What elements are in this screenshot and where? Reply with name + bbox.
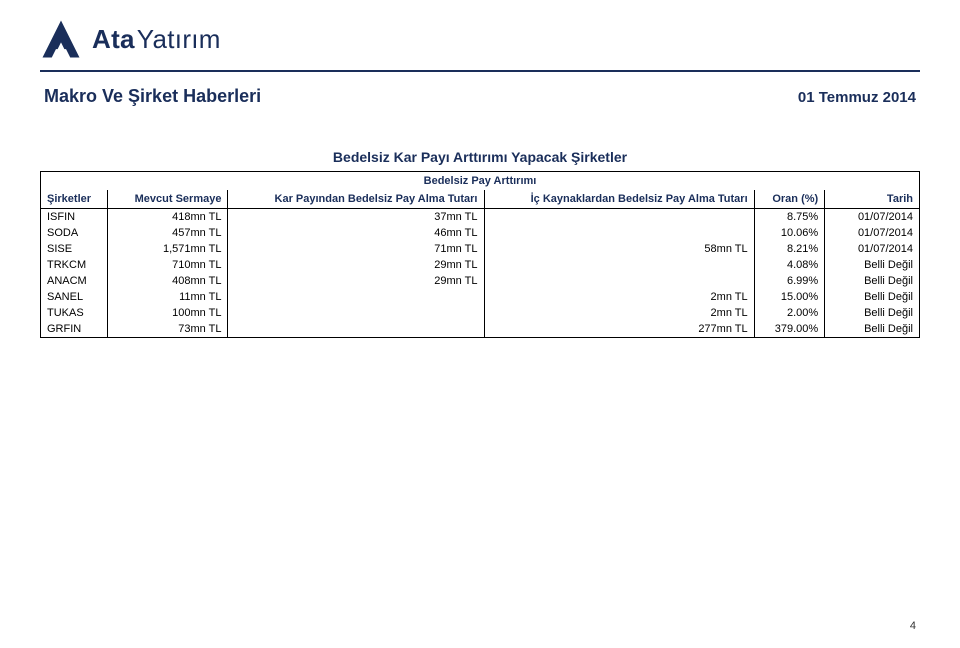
cell-oran: 4.08% xyxy=(754,257,825,273)
cell-sermaye: 1,571mn TL xyxy=(107,241,228,257)
col-header-sermaye: Mevcut Sermaye xyxy=(107,190,228,209)
cell-oran: 8.75% xyxy=(754,209,825,226)
cell-sermaye: 457mn TL xyxy=(107,225,228,241)
table-row: TRKCM710mn TL29mn TL 4.08%Belli Değil xyxy=(41,257,920,273)
cell-tarih: 01/07/2014 xyxy=(825,241,920,257)
table-row: TUKAS100mn TL 2mn TL2.00%Belli Değil xyxy=(41,305,920,321)
cell-kar xyxy=(228,305,484,321)
cell-oran: 2.00% xyxy=(754,305,825,321)
cell-kar: 37mn TL xyxy=(228,209,484,226)
cell-oran: 8.21% xyxy=(754,241,825,257)
cell-oran: 10.06% xyxy=(754,225,825,241)
logo-text: Ata Yatırım xyxy=(92,24,221,55)
logo-row: Ata Yatırım xyxy=(40,18,920,60)
cell-kar: 29mn TL xyxy=(228,273,484,289)
col-header-sirketler: Şirketler xyxy=(41,190,108,209)
col-header-oran: Oran (%) xyxy=(754,190,825,209)
page-date: 01 Temmuz 2014 xyxy=(798,89,916,106)
cell-ic xyxy=(484,257,754,273)
cell-sirketler: GRFIN xyxy=(41,321,108,338)
cell-oran: 379.00% xyxy=(754,321,825,338)
cell-kar xyxy=(228,289,484,305)
table-row: SISE1,571mn TL71mn TL58mn TL8.21%01/07/2… xyxy=(41,241,920,257)
table-row: SANEL11mn TL 2mn TL15.00%Belli Değil xyxy=(41,289,920,305)
cell-sermaye: 710mn TL xyxy=(107,257,228,273)
col-header-kar: Kar Payından Bedelsiz Pay Alma Tutarı xyxy=(228,190,484,209)
cell-sirketler: SISE xyxy=(41,241,108,257)
logo-text-bold: Ata xyxy=(92,24,135,55)
cell-tarih: Belli Değil xyxy=(825,305,920,321)
cell-kar: 46mn TL xyxy=(228,225,484,241)
cell-ic: 277mn TL xyxy=(484,321,754,338)
cell-sirketler: SANEL xyxy=(41,289,108,305)
cell-kar: 71mn TL xyxy=(228,241,484,257)
table-row: ISFIN418mn TL37mn TL 8.75%01/07/2014 xyxy=(41,209,920,226)
cell-sermaye: 11mn TL xyxy=(107,289,228,305)
logo-mark-icon xyxy=(40,18,82,60)
table-row: ANACM408mn TL29mn TL 6.99%Belli Değil xyxy=(41,273,920,289)
cell-oran: 6.99% xyxy=(754,273,825,289)
cell-ic xyxy=(484,225,754,241)
col-header-tarih: Tarih xyxy=(825,190,920,209)
page-title: Makro Ve Şirket Haberleri xyxy=(44,86,261,107)
cell-sirketler: ANACM xyxy=(41,273,108,289)
table-row: SODA457mn TL46mn TL 10.06%01/07/2014 xyxy=(41,225,920,241)
col-header-ic: İç Kaynaklardan Bedelsiz Pay Alma Tutarı xyxy=(484,190,754,209)
super-header-cell: Bedelsiz Pay Arttırımı xyxy=(41,172,920,191)
cell-tarih: Belli Değil xyxy=(825,321,920,338)
page-container: Ata Yatırım Makro Ve Şirket Haberleri 01… xyxy=(0,0,960,648)
cell-sirketler: ISFIN xyxy=(41,209,108,226)
cell-sermaye: 418mn TL xyxy=(107,209,228,226)
cell-ic xyxy=(484,273,754,289)
cell-sermaye: 73mn TL xyxy=(107,321,228,338)
table-header-row: Şirketler Mevcut Sermaye Kar Payından Be… xyxy=(41,190,920,209)
header-rule xyxy=(40,70,920,72)
cell-ic: 58mn TL xyxy=(484,241,754,257)
data-table: Bedelsiz Pay Arttırımı Şirketler Mevcut … xyxy=(40,171,920,338)
page-number: 4 xyxy=(910,620,916,632)
cell-sermaye: 408mn TL xyxy=(107,273,228,289)
cell-oran: 15.00% xyxy=(754,289,825,305)
cell-tarih: Belli Değil xyxy=(825,273,920,289)
logo-text-light: Yatırım xyxy=(137,24,221,55)
table-super-header-row: Bedelsiz Pay Arttırımı xyxy=(41,172,920,191)
cell-tarih: 01/07/2014 xyxy=(825,225,920,241)
table-row: GRFIN73mn TL 277mn TL379.00%Belli Değil xyxy=(41,321,920,338)
table-body: ISFIN418mn TL37mn TL8.75%01/07/2014SODA4… xyxy=(41,209,920,338)
table-head: Bedelsiz Pay Arttırımı Şirketler Mevcut … xyxy=(41,172,920,209)
cell-ic xyxy=(484,209,754,226)
header-row: Makro Ve Şirket Haberleri 01 Temmuz 2014 xyxy=(40,86,920,107)
cell-kar xyxy=(228,321,484,338)
cell-sermaye: 100mn TL xyxy=(107,305,228,321)
cell-sirketler: SODA xyxy=(41,225,108,241)
cell-ic: 2mn TL xyxy=(484,289,754,305)
cell-ic: 2mn TL xyxy=(484,305,754,321)
cell-sirketler: TRKCM xyxy=(41,257,108,273)
cell-kar: 29mn TL xyxy=(228,257,484,273)
cell-tarih: Belli Değil xyxy=(825,257,920,273)
cell-tarih: 01/07/2014 xyxy=(825,209,920,226)
cell-tarih: Belli Değil xyxy=(825,289,920,305)
table-title: Bedelsiz Kar Payı Arttırımı Yapacak Şirk… xyxy=(40,149,920,165)
cell-sirketler: TUKAS xyxy=(41,305,108,321)
